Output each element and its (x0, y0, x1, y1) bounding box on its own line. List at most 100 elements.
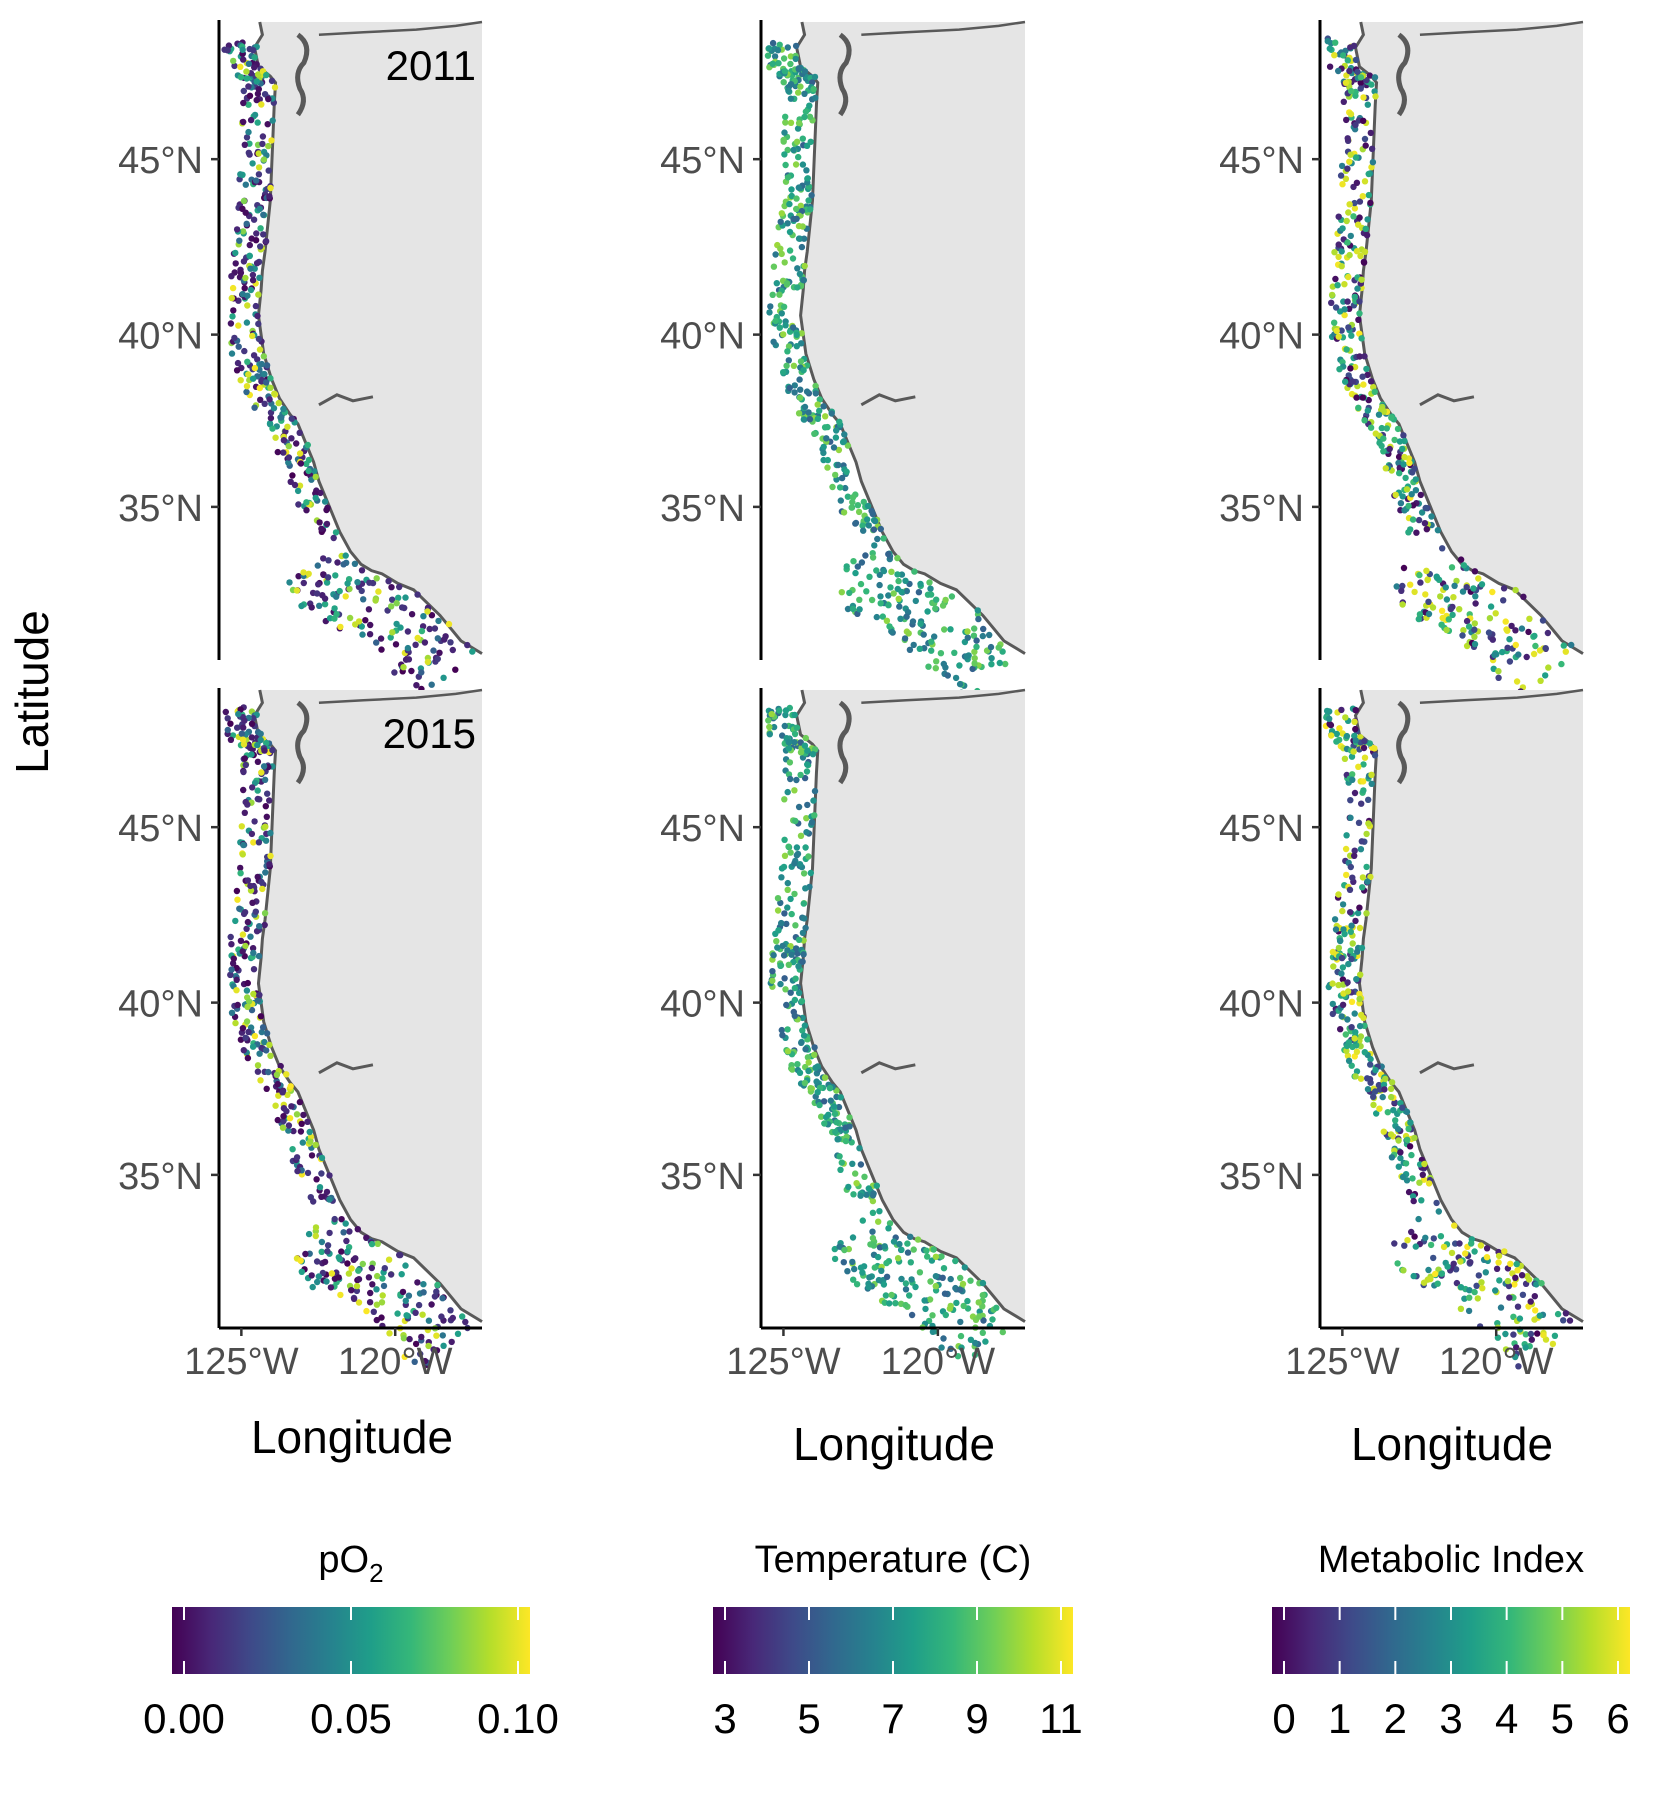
survey-point (335, 1254, 342, 1261)
survey-point (1492, 1287, 1499, 1294)
survey-point (880, 567, 888, 575)
border-line (318, 20, 483, 37)
survey-point (781, 68, 789, 75)
survey-point (384, 607, 391, 614)
survey-point (1475, 1272, 1483, 1279)
survey-point (869, 1197, 877, 1205)
survey-point (799, 1027, 806, 1034)
survey-point (1346, 158, 1353, 165)
survey-point (1394, 425, 1402, 433)
survey-point (781, 975, 788, 982)
survey-point (304, 1118, 311, 1126)
survey-point (1525, 1303, 1532, 1310)
lat-tick-label: 40°N (118, 316, 203, 358)
survey-point (902, 1286, 910, 1293)
survey-point (796, 394, 804, 401)
legend-title: Temperature (C) (755, 1539, 1032, 1581)
survey-point (263, 362, 271, 369)
survey-point (1390, 1107, 1397, 1114)
survey-point (895, 577, 902, 585)
survey-point (1361, 248, 1369, 255)
survey-point (1427, 1241, 1435, 1249)
survey-point (865, 1185, 872, 1192)
survey-point (947, 1275, 954, 1283)
survey-point (250, 216, 258, 223)
survey-point (259, 133, 267, 140)
survey-point (1403, 1108, 1411, 1116)
survey-point (1363, 910, 1370, 917)
survey-point (260, 231, 267, 238)
survey-point (820, 403, 827, 410)
survey-points (765, 704, 1006, 1360)
survey-point (866, 1274, 873, 1281)
survey-point (268, 137, 275, 144)
survey-point (265, 1068, 272, 1076)
survey-point (1429, 604, 1437, 611)
survey-point (1368, 771, 1375, 778)
survey-point (1523, 653, 1530, 661)
survey-point (811, 1051, 818, 1059)
survey-point (286, 579, 293, 586)
survey-point (1331, 319, 1338, 326)
survey-point (1562, 1310, 1570, 1317)
survey-point (245, 83, 252, 90)
survey-point (791, 382, 798, 389)
survey-point (419, 623, 427, 630)
survey-point (912, 597, 919, 605)
survey-point (241, 347, 248, 355)
survey-point (795, 963, 802, 970)
survey-point (1381, 1086, 1388, 1093)
survey-point (262, 823, 269, 830)
survey-point (801, 1079, 809, 1087)
survey-point (1370, 1093, 1377, 1101)
survey-point (421, 1357, 429, 1365)
survey-point (856, 606, 863, 613)
survey-point (1388, 1079, 1396, 1086)
survey-point (989, 1316, 996, 1323)
survey-point (1360, 744, 1368, 752)
survey-point (770, 263, 778, 270)
survey-point (378, 1314, 385, 1321)
survey-point (1411, 1233, 1418, 1240)
survey-point (1495, 1259, 1502, 1266)
survey-point (252, 908, 259, 915)
survey-point (1475, 575, 1482, 582)
survey-point (1330, 963, 1337, 970)
survey-point (927, 585, 934, 592)
survey-point (270, 405, 278, 412)
survey-point (1346, 886, 1354, 893)
survey-point (1328, 299, 1335, 306)
survey-point (1405, 1125, 1412, 1133)
survey-point (240, 1047, 247, 1054)
survey-point (793, 844, 801, 851)
survey-point (811, 787, 819, 795)
survey-point (1457, 1258, 1464, 1265)
survey-point (1391, 436, 1398, 444)
survey-point (1367, 1061, 1374, 1068)
survey-point (1415, 1215, 1422, 1223)
survey-point (1369, 159, 1377, 166)
survey-point (792, 945, 800, 952)
survey-point (837, 1094, 844, 1101)
survey-point (1357, 846, 1365, 853)
lat-tick-label: 45°N (660, 140, 745, 182)
survey-point (924, 1253, 931, 1260)
survey-point (873, 1182, 880, 1189)
survey-point (312, 473, 319, 481)
survey-point (1335, 213, 1342, 220)
survey-point (1412, 476, 1420, 483)
border-line (1419, 688, 1584, 705)
survey-point (811, 73, 819, 81)
survey-point (263, 813, 270, 820)
survey-point (288, 435, 295, 442)
survey-point (961, 1264, 968, 1271)
survey-point (1468, 1240, 1475, 1247)
survey-point (268, 77, 276, 85)
survey-point (1562, 648, 1570, 655)
survey-point (295, 573, 302, 580)
survey-point (1520, 593, 1527, 600)
survey-point (824, 464, 831, 471)
survey-point (1359, 394, 1367, 401)
survey-point (1416, 611, 1424, 618)
survey-point (996, 659, 1003, 667)
